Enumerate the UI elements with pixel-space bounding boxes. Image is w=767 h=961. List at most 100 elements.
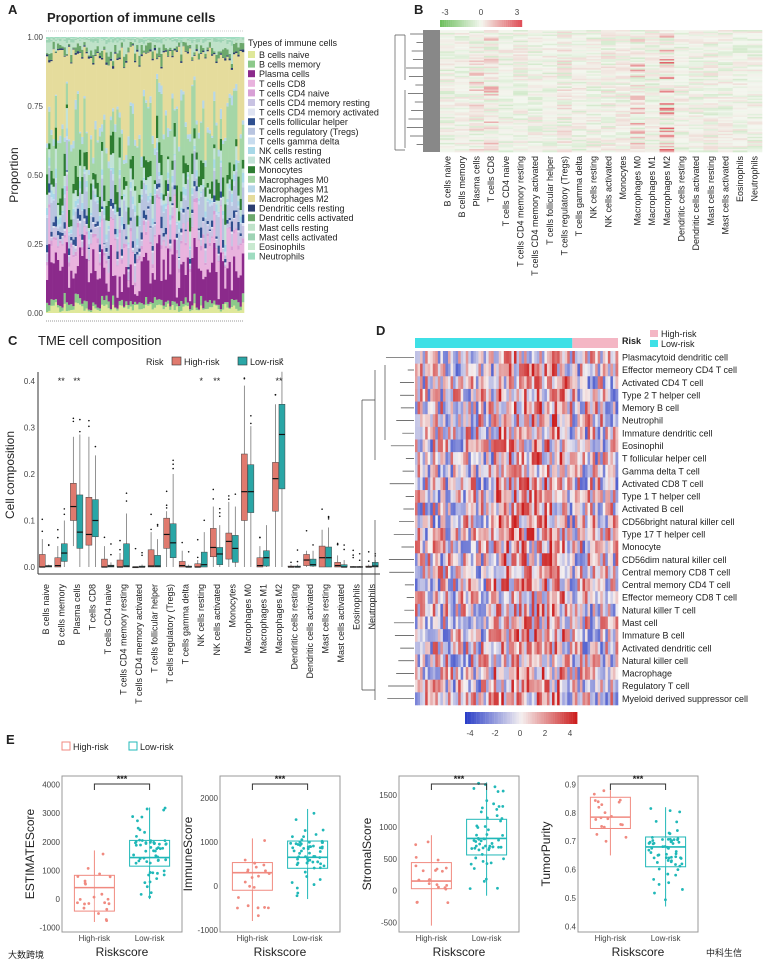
heatmap-cell [615, 66, 631, 69]
colorbar-segment [448, 20, 451, 27]
outlier-point [327, 515, 330, 518]
heatmap-cell [557, 142, 573, 145]
heatmap-cell [445, 426, 449, 440]
heatmap-cell [602, 414, 606, 428]
stacked-bar-segment [74, 37, 78, 38]
heatmap-cell [483, 36, 499, 38]
stacked-bar-segment [235, 169, 238, 172]
stacked-bar-segment [50, 53, 53, 60]
heatmap-cell [630, 142, 646, 145]
heatmap-cell [703, 142, 719, 145]
heatmap-cell [513, 113, 529, 116]
stacked-bar-segment [215, 38, 218, 43]
heatmap-cell [615, 68, 631, 70]
stacked-bar-segment [184, 297, 188, 306]
heatmap-cell [601, 109, 616, 112]
stacked-bar-segment [226, 307, 229, 313]
stacked-bar-segment [189, 44, 192, 48]
heatmap-cell [590, 452, 593, 466]
stacked-bar-segment [164, 246, 168, 249]
stacked-bar-segment [200, 191, 203, 194]
heatmap-cell [465, 401, 469, 415]
legend-label: Low-risk [250, 357, 284, 367]
heatmap-cell [498, 37, 514, 40]
stacked-bar-segment [140, 261, 144, 304]
stacked-bar-segment [151, 51, 155, 59]
heatmap-cell [586, 123, 602, 125]
heatmap-cell [503, 452, 507, 466]
stacked-bar-segment [52, 237, 56, 240]
outlier-point [259, 536, 261, 539]
heatmap-cell [659, 45, 675, 48]
heatmap-cell [420, 351, 423, 364]
heatmap-cell [590, 414, 593, 428]
stacked-bar-segment [68, 226, 71, 232]
heatmap-cell [541, 452, 545, 466]
heatmap-cell [440, 106, 455, 109]
heatmap-cell [571, 72, 587, 75]
heatmap-cell [516, 426, 520, 440]
stacked-bar-segment [156, 38, 159, 43]
heatmap-cell [615, 351, 619, 364]
heatmap-cell [559, 464, 563, 478]
stacked-bar-segment [72, 47, 75, 49]
stacked-bar-segment [109, 40, 113, 42]
heatmap-cell [513, 130, 529, 133]
heatmap-cell [674, 57, 690, 60]
stacked-bar-segment [72, 257, 75, 279]
stacked-bar-segment [48, 183, 51, 193]
stacked-bar-segment [195, 170, 199, 177]
heatmap-cell [571, 109, 587, 112]
heatmap-cell [526, 401, 530, 415]
stacked-bar-segment [211, 135, 214, 138]
stacked-bar-segment [52, 199, 56, 201]
heatmap-cell [513, 94, 529, 96]
heatmap-cell [468, 464, 472, 478]
heatmap-cell [483, 110, 499, 113]
stacked-bar-segment [76, 51, 80, 54]
stacked-bar-segment [85, 308, 89, 313]
stacked-bar-segment [59, 48, 62, 50]
stacked-bar-segment [156, 115, 159, 139]
heatmap-cell [527, 138, 543, 141]
colorbar-segment [442, 20, 445, 27]
stacked-bar-segment [87, 261, 91, 283]
stacked-bar-segment [147, 208, 150, 210]
stacked-bar-segment [160, 299, 163, 306]
stacked-bar-segment [83, 46, 86, 97]
heatmap-cell [513, 124, 529, 127]
stacked-bar-segment [169, 243, 172, 246]
stacked-bar-segment [195, 310, 199, 313]
stacked-bar-segment [70, 38, 73, 39]
stacked-bar-segment [158, 188, 161, 197]
heatmap-cell [544, 376, 548, 390]
stacked-bar-segment [219, 309, 223, 312]
heatmap-cell [557, 57, 573, 60]
stacked-bar-segment [96, 200, 100, 203]
stacked-bar-segment [70, 54, 73, 63]
heatmap-cell [557, 103, 573, 106]
heatmap-cell [469, 86, 485, 89]
stacked-bar-segment [213, 195, 216, 202]
heatmap-cell [732, 101, 748, 104]
heatmap-cell [542, 129, 558, 131]
heatmap-cell [601, 57, 616, 60]
heatmap-cell [542, 130, 558, 133]
heatmap-cell [747, 86, 763, 89]
heatmap-cell [498, 147, 514, 150]
heatmap-cell [732, 150, 748, 153]
outlier-point [228, 495, 230, 497]
heatmap-cell [644, 34, 660, 37]
stacked-bar-segment [191, 37, 194, 40]
stacked-bar-segment [167, 178, 170, 180]
legend-label: Plasma cells [259, 69, 310, 79]
heatmap-cell [703, 136, 719, 139]
stacked-bar-segment [96, 227, 100, 239]
heatmap-cell [549, 401, 553, 415]
heatmap-cell [557, 78, 573, 81]
heatmap-cell [496, 388, 500, 402]
heatmap-cell [585, 351, 588, 364]
stacked-bar-segment [48, 244, 51, 306]
heatmap-cell [732, 95, 748, 98]
stacked-bar-segment [213, 242, 216, 301]
